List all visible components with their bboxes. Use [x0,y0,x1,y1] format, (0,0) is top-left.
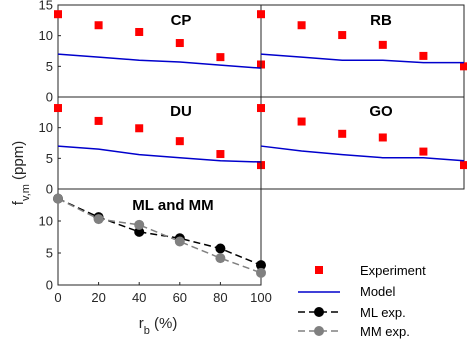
y-tick-label: 5 [46,151,53,166]
data-point-mm-exp [93,214,104,225]
y-tick-label: 0 [46,90,53,105]
data-point-ml-exp [256,260,266,271]
panel-title: CP [171,12,192,29]
experiment-marker [94,21,103,30]
y-tick-label: 10 [39,120,53,135]
legend-marker-ml [314,307,324,317]
experiment-marker [94,116,103,125]
model-line [260,145,465,162]
panel-frame [260,4,465,98]
experiment-marker [175,137,184,146]
x-tick-label: 80 [213,290,227,305]
experiment-marker [297,21,306,30]
y-tick-label: 15 [39,0,53,13]
experiment-marker [378,40,387,49]
panel-frame [57,188,262,286]
y-tick-label: 0 [46,182,53,197]
experiment-marker [419,147,428,156]
data-point-mm-exp [53,193,63,204]
experiment-marker [175,39,184,48]
experiment-marker [378,133,387,142]
experiment-marker [257,104,265,113]
experiment-marker [460,62,467,71]
model-line [57,145,262,163]
data-point-mm-exp [215,253,226,264]
y-axis-label-sub: v,m [20,184,32,201]
panel-title: DU [170,103,192,120]
experiment-marker [54,10,62,19]
x-axis-label-main: r [139,315,144,332]
y-tick-label: 10 [39,214,53,229]
experiment-marker [297,117,306,126]
experiment-marker [338,31,347,40]
model-line [260,53,464,64]
experiment-marker [216,53,225,62]
series-line-mm-exp [57,197,262,274]
x-tick-label: 40 [132,290,146,305]
y-axis-label: fv,m (ppm) [10,141,32,205]
legend-label-experiment: Experiment [360,263,426,278]
x-tick-label: 20 [91,290,105,305]
x-tick-label: 100 [250,290,272,305]
experiment-marker [54,104,62,113]
x-axis-label-unit: (%) [150,315,178,332]
legend-marker-mm [314,326,324,336]
panel-go: GO [257,96,467,190]
model-line [57,53,262,69]
experiment-marker [135,124,144,133]
x-axis-label: rb (%) [139,315,178,337]
y-tick-label: 10 [39,28,53,43]
panel-rb: RB [257,4,467,98]
experiment-marker [419,51,428,60]
legend-marker-experiment [315,266,323,274]
data-point-mm-exp [256,267,266,278]
x-tick-label: 60 [173,290,187,305]
panel-title: RB [370,12,392,29]
data-point-ml-exp [215,243,226,254]
x-axis-label-sub: b [144,325,150,337]
panel-frame [57,4,262,98]
data-point-ml-exp [134,226,145,237]
y-tick-label: 0 [46,278,53,293]
y-axis-label-unit: (ppm) [10,141,27,184]
panel-title: GO [369,103,393,120]
panel-frame [57,96,262,190]
experiment-marker [216,150,225,159]
experiment-marker [135,27,144,36]
legend-label-model: Model [360,284,396,299]
experiment-marker [338,129,347,138]
experiment-marker [460,161,467,170]
panel-du: 0 5 10 DU [39,96,265,197]
legend-label-ml: ML exp. [360,305,406,320]
data-point-mm-exp [134,219,145,230]
legend: Experiment Model ML exp. MM exp. [298,263,426,339]
legend-label-mm: MM exp. [360,324,410,339]
panel-frame [260,96,465,190]
y-axis-label-main: f [10,200,27,205]
panel-cp: 0 5 10 15 CP [39,0,265,105]
data-point-mm-exp [174,236,185,247]
panel-title: ML and MM [132,197,213,214]
series-line-ml-exp [57,197,262,266]
experiment-marker [257,10,265,19]
y-tick-label: 5 [46,246,53,261]
y-tick-label: 5 [46,59,53,74]
x-tick-label: 0 [54,290,61,305]
